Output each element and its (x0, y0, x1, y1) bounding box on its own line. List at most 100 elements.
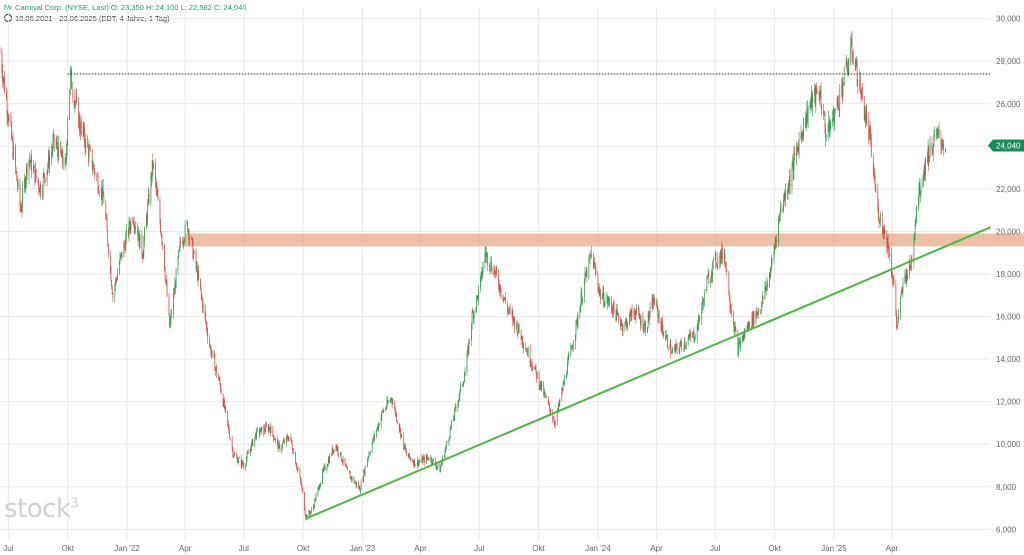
candle-body (697, 325, 699, 330)
candle-body (751, 326, 752, 329)
candle-body (390, 398, 392, 401)
candle-body (391, 399, 393, 404)
candle-body (414, 459, 416, 466)
candle-body (351, 477, 353, 480)
candle-body (137, 229, 138, 235)
candle-body (405, 448, 407, 451)
candle-body (367, 456, 369, 459)
candle-body (437, 464, 439, 467)
candle-body (760, 310, 762, 311)
candle-body (182, 242, 184, 245)
candle-body (138, 231, 140, 248)
candle-body (918, 182, 920, 200)
candle-body (282, 442, 284, 444)
candle-body (179, 241, 181, 248)
candle-body (43, 173, 45, 176)
candle-body (29, 159, 31, 162)
candle-body (269, 427, 270, 429)
candle-body (445, 442, 447, 447)
watermark-superscript: 3 (70, 496, 79, 512)
candle-body (715, 253, 717, 265)
candle-body (38, 182, 40, 189)
candle-body (20, 210, 22, 212)
candle-body (360, 489, 361, 492)
candle-body (173, 293, 175, 295)
candle-body (73, 94, 75, 107)
candle-body (342, 461, 343, 463)
candle-body (576, 319, 577, 322)
candle-body (618, 314, 619, 320)
watermark-text: stock (4, 494, 71, 524)
candle-body (76, 96, 78, 99)
candle-body (847, 68, 848, 74)
candles (0, 30, 946, 521)
candle-body (919, 182, 921, 196)
candle-body (585, 272, 586, 277)
candle-body (256, 429, 258, 438)
candle-body (428, 459, 430, 461)
candle-body (260, 428, 261, 433)
candle-body (403, 434, 405, 449)
candle-body (413, 459, 415, 465)
candle-body (327, 464, 328, 467)
candle-body (796, 146, 797, 157)
candle-body (765, 286, 766, 291)
candle-body (764, 286, 766, 300)
candle-body (703, 290, 705, 306)
candle-body (426, 455, 428, 458)
candle-body (674, 346, 676, 352)
candle-body (106, 219, 108, 231)
candle-body (913, 240, 915, 262)
candle-body (304, 492, 305, 511)
candle-body (290, 436, 292, 439)
x-tick-label: Jul (239, 544, 249, 553)
candle-body (71, 88, 73, 95)
candle-body (340, 452, 341, 456)
candle-body (923, 165, 925, 178)
candle-body (268, 427, 270, 432)
candle-body (296, 468, 298, 469)
candle-body (374, 434, 376, 437)
candle-body (902, 281, 904, 293)
candle-body (731, 309, 732, 315)
candle-body (336, 447, 338, 450)
candle-body (887, 237, 888, 248)
candle-body (464, 371, 466, 377)
candle-body (829, 118, 830, 134)
candle-body (726, 271, 728, 273)
candle-body (305, 514, 307, 519)
candle-body (458, 399, 459, 405)
candle-body (640, 316, 642, 325)
candle-body (662, 321, 663, 330)
candle-body (67, 119, 69, 141)
candle-body (120, 255, 121, 257)
candle-body (382, 410, 384, 413)
candle-body (699, 318, 701, 320)
candle-body (810, 101, 812, 104)
candle-body (798, 146, 799, 154)
candle-body (823, 110, 824, 114)
candle-body (101, 188, 103, 200)
candle-body (532, 366, 534, 369)
candle-body (3, 77, 5, 79)
x-tick-label: Jul (474, 544, 484, 553)
candle-body (774, 243, 776, 245)
candle-body (818, 92, 820, 97)
candle-body (590, 255, 592, 256)
candle-body (449, 437, 450, 439)
candle-body (915, 216, 917, 224)
candle-body (612, 309, 614, 315)
candle-body (309, 512, 311, 514)
candle-body (487, 253, 488, 266)
support-zone (185, 233, 1024, 247)
candle-body (213, 350, 215, 358)
x-tick-label: Okt (61, 544, 74, 553)
y-tick-label: 22,000 (996, 185, 1021, 194)
candle-body (87, 138, 89, 148)
candle-body (48, 154, 50, 168)
candle-body (394, 402, 396, 408)
candle-body (193, 250, 195, 254)
candle-body (540, 381, 542, 390)
candle-body (534, 365, 536, 369)
